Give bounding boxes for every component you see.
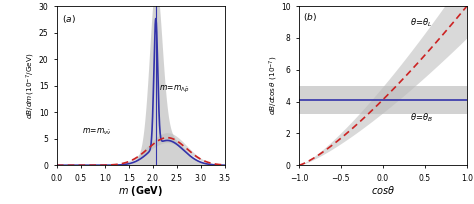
X-axis label: $m\ \mathbf{(GeV)}$: $m\ \mathbf{(GeV)}$ — [118, 184, 164, 198]
Text: $m\!=\!m_{\Lambda\bar{p}}$: $m\!=\!m_{\Lambda\bar{p}}$ — [159, 84, 189, 95]
Text: $\theta\!=\!\theta_B$: $\theta\!=\!\theta_B$ — [410, 112, 433, 124]
Text: $m\!=\!m_{\nu\bar{\nu}}$: $m\!=\!m_{\nu\bar{\nu}}$ — [82, 126, 111, 137]
Text: $(a)$: $(a)$ — [62, 13, 75, 25]
Text: $(b)$: $(b)$ — [303, 11, 317, 23]
Y-axis label: $dB/d\!\cos\theta\ (10^{-7})$: $dB/d\!\cos\theta\ (10^{-7})$ — [267, 56, 280, 115]
Text: $\theta\!=\!\theta_L$: $\theta\!=\!\theta_L$ — [410, 16, 432, 29]
Y-axis label: $dB/dm\,(10^{-7}/\mathrm{GeV})$: $dB/dm\,(10^{-7}/\mathrm{GeV})$ — [25, 52, 37, 119]
X-axis label: $cos\theta$: $cos\theta$ — [371, 184, 395, 196]
